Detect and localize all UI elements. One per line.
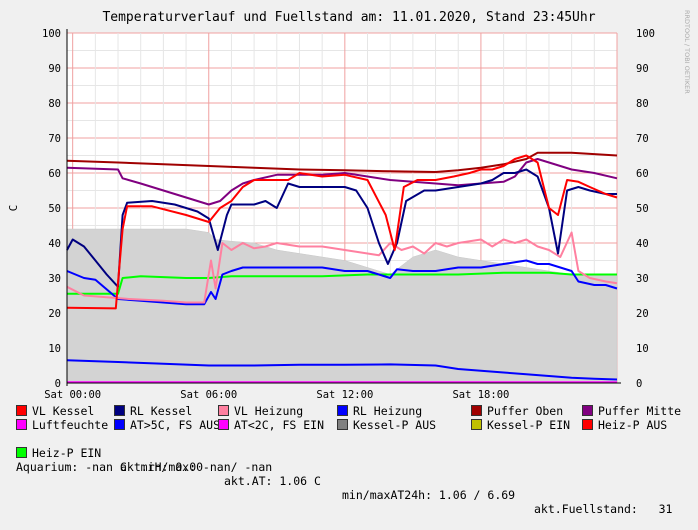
legend-swatch bbox=[16, 419, 27, 430]
legend-item: Heiz-P AUS bbox=[582, 418, 667, 432]
legend-item: Puffer Oben bbox=[471, 404, 563, 418]
y-tick-label-right: 10 bbox=[636, 343, 649, 355]
legend-label: Puffer Oben bbox=[487, 404, 564, 418]
stat-aquarium: Aquarium: -nan C min/max: -nan/ -nan bbox=[16, 460, 273, 474]
y-tick-label-right: 20 bbox=[636, 308, 649, 320]
series-rl-heizung bbox=[66, 259, 618, 306]
legend-swatch bbox=[582, 419, 593, 430]
series-at-5c-fs-aus bbox=[66, 359, 618, 381]
legend-label: Kessel-P EIN bbox=[487, 418, 571, 432]
legend-swatch bbox=[114, 419, 125, 430]
y-tick-label-right: 70 bbox=[636, 133, 649, 145]
legend-item-heiz-p-ein: Heiz-P EIN bbox=[16, 446, 101, 460]
legend-label: Heiz-P EIN bbox=[32, 446, 102, 460]
legend-swatch bbox=[114, 405, 125, 416]
y-tick-label: 60 bbox=[48, 168, 61, 180]
series-puffer-oben bbox=[66, 151, 618, 173]
y-tick-label-right: 90 bbox=[636, 63, 649, 75]
y-tick-label: 30 bbox=[48, 273, 61, 285]
y-tick-label-right: 80 bbox=[636, 98, 649, 110]
legend-item: VL Heizung bbox=[218, 404, 303, 418]
legend-item: RL Heizung bbox=[337, 404, 422, 418]
legend-label: AT<2C, FS EIN bbox=[234, 418, 325, 432]
legend-item: Kessel-P EIN bbox=[471, 418, 570, 432]
y-tick-label-right: 30 bbox=[636, 273, 649, 285]
y-tick-label: 10 bbox=[48, 343, 61, 355]
y-tick-label: 90 bbox=[48, 63, 61, 75]
legend-label: Luftfeuchte bbox=[32, 418, 109, 432]
legend-row-4: Aquarium: -nan C min/max: -nan/ -nan bbox=[16, 446, 272, 488]
y-tick-label: 80 bbox=[48, 98, 61, 110]
legend-label: Kessel-P AUS bbox=[353, 418, 437, 432]
legend-item: RL Kessel bbox=[114, 404, 192, 418]
watermark: RRDTOOL / TOBI OETIKER bbox=[683, 10, 691, 94]
y-tick-label: 50 bbox=[48, 203, 61, 215]
legend-label: Puffer Mitte bbox=[598, 404, 682, 418]
series-group bbox=[66, 151, 618, 384]
legend-item: AT<2C, FS EIN bbox=[218, 418, 324, 432]
legend-item: VL Kessel bbox=[16, 404, 94, 418]
legend-item: Puffer Mitte bbox=[582, 404, 681, 418]
stat-fuellstand: akt.Fuellstand: 31 bbox=[534, 502, 673, 516]
series-rl-kessel bbox=[66, 168, 617, 288]
legend-swatch bbox=[471, 419, 482, 430]
legend-item: Luftfeuchte bbox=[16, 418, 108, 432]
y-tick-label-right: 100 bbox=[636, 28, 655, 40]
y-tick-label: 0 bbox=[55, 378, 61, 390]
stat-minmax: min/maxAT24h: 1.06 / 6.69 bbox=[342, 488, 516, 502]
series-puffer-mitte bbox=[66, 158, 618, 206]
legend-swatch bbox=[16, 405, 27, 416]
y-tick-label-right: 40 bbox=[636, 238, 649, 250]
legend-item: AT>5C, FS AUS bbox=[114, 418, 220, 432]
y-tick-label-right: 50 bbox=[636, 203, 649, 215]
y-tick-label-right: 60 bbox=[636, 168, 649, 180]
legend-swatch bbox=[337, 419, 348, 430]
x-tick-label: Sat 00:00 bbox=[44, 389, 101, 400]
y-tick-label: 20 bbox=[48, 308, 61, 320]
x-tick-label: Sat 06:00 bbox=[180, 389, 237, 400]
legend-swatch bbox=[218, 419, 229, 430]
y-tick-label-right: 0 bbox=[636, 378, 642, 390]
legend-swatch bbox=[16, 447, 27, 458]
legend-label: RL Kessel bbox=[130, 404, 193, 418]
y-tick-label: 40 bbox=[48, 238, 61, 250]
legend-swatch bbox=[582, 405, 593, 416]
series-vl-kessel bbox=[66, 154, 618, 310]
chart-canvas: Temperaturverlauf und Fuellstand am: 11.… bbox=[7, 10, 691, 400]
axes: 0 0 10 10 20 20 30 30 40 40 50 50 60 60 70 70 80 80 90 90 10… bbox=[42, 28, 655, 400]
legend-label: AT>5C, FS AUS bbox=[130, 418, 221, 432]
stat-at: akt.AT: 1.06 C bbox=[224, 474, 321, 488]
legend-label: VL Kessel bbox=[32, 404, 95, 418]
legend-swatch bbox=[337, 405, 348, 416]
y-tick-label: 70 bbox=[48, 133, 61, 145]
y-axis-label: C bbox=[7, 205, 20, 212]
legend-row-3: Heiz-P EIN akt.rH: 0.00 akt.AT: 1.06 C m… bbox=[16, 432, 686, 530]
legend-label: RL Heizung bbox=[353, 404, 423, 418]
series-heiz-p-ein bbox=[67, 271, 617, 295]
y-tick-label: 100 bbox=[42, 28, 61, 40]
x-tick-label: Sat 18:00 bbox=[452, 389, 509, 400]
legend-swatch bbox=[471, 405, 482, 416]
legend-label: VL Heizung bbox=[234, 404, 304, 418]
x-tick-label: Sat 12:00 bbox=[316, 389, 373, 400]
chart-title: Temperaturverlauf und Fuellstand am: 11.… bbox=[102, 10, 595, 25]
legend-item: Kessel-P AUS bbox=[337, 418, 436, 432]
legend-label: Heiz-P AUS bbox=[598, 418, 668, 432]
series-vl-heizung bbox=[66, 231, 618, 304]
legend-swatch bbox=[218, 405, 229, 416]
